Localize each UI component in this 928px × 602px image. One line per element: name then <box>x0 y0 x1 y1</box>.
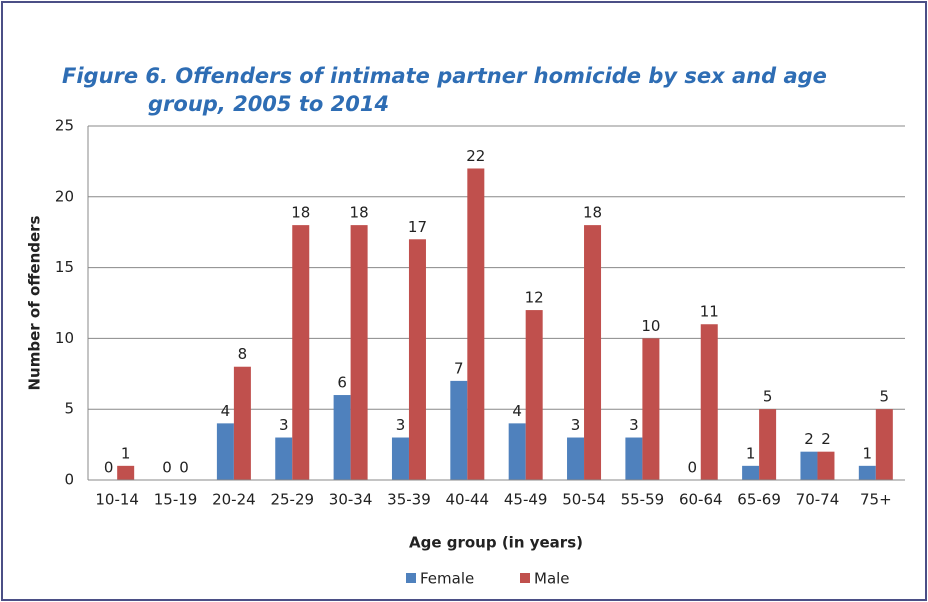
data-label: 3 <box>629 416 639 434</box>
data-label: 4 <box>512 402 522 420</box>
legend-swatch <box>406 573 416 583</box>
data-label: 5 <box>880 388 890 406</box>
y-tick-label: 0 <box>64 471 74 489</box>
bar <box>216 423 234 480</box>
bar <box>350 225 368 480</box>
data-label: 3 <box>396 416 406 434</box>
data-label: 3 <box>571 416 581 434</box>
data-label: 8 <box>238 345 248 363</box>
y-tick-label: 10 <box>55 329 74 347</box>
data-label: 22 <box>466 147 485 165</box>
bar <box>567 437 585 480</box>
data-label: 1 <box>746 444 756 462</box>
bar <box>584 225 602 480</box>
legend-label: Male <box>534 570 570 588</box>
data-label: 18 <box>583 204 602 222</box>
x-tick-label: 10-14 <box>95 491 139 509</box>
x-tick-label: 15-19 <box>154 491 198 509</box>
data-label: 0 <box>162 459 172 477</box>
x-tick-label: 60-64 <box>679 491 723 509</box>
data-label: 0 <box>179 459 189 477</box>
bar <box>508 423 526 480</box>
x-tick-label: 25-29 <box>270 491 314 509</box>
data-label: 10 <box>641 317 660 335</box>
x-axis-title: Age group (in years) <box>409 534 583 552</box>
data-label: 2 <box>821 430 831 448</box>
bar <box>875 409 893 480</box>
data-label: 18 <box>350 204 369 222</box>
bar <box>333 395 351 480</box>
x-tick-label: 50-54 <box>562 491 606 509</box>
data-label: 2 <box>804 430 814 448</box>
x-tick-label: 40-44 <box>446 491 490 509</box>
bar <box>742 465 760 480</box>
data-label: 12 <box>525 289 544 307</box>
data-label: 1 <box>121 444 131 462</box>
data-label: 1 <box>863 444 873 462</box>
data-label: 11 <box>700 303 719 321</box>
bar <box>292 225 310 480</box>
legend-label: Female <box>420 570 474 588</box>
chart-title: Figure 6. Offenders of intimate partner … <box>62 64 827 116</box>
bar <box>700 324 718 480</box>
data-label: 0 <box>687 459 697 477</box>
x-tick-label: 45-49 <box>504 491 548 509</box>
bar <box>525 310 543 480</box>
data-label: 0 <box>104 459 114 477</box>
data-label: 3 <box>279 416 289 434</box>
bar <box>233 366 251 480</box>
y-tick-label: 15 <box>55 258 74 276</box>
x-tick-label: 20-24 <box>212 491 256 509</box>
y-tick-label: 25 <box>55 117 74 135</box>
y-tick-label: 20 <box>55 187 74 205</box>
bar <box>450 380 468 480</box>
bar <box>642 338 660 480</box>
bar <box>800 451 818 480</box>
x-tick-label: 65-69 <box>737 491 781 509</box>
y-axis-title: Number of offenders <box>26 215 44 390</box>
bar <box>858 465 876 480</box>
x-tick-label: 75+ <box>860 491 892 509</box>
bar <box>391 437 409 480</box>
bar <box>275 437 293 480</box>
data-label: 6 <box>337 374 347 392</box>
bar <box>759 409 777 480</box>
x-tick-label: 70-74 <box>796 491 840 509</box>
x-tick-label: 35-39 <box>387 491 431 509</box>
y-tick-label: 5 <box>64 400 74 418</box>
bar <box>408 239 426 480</box>
bar <box>625 437 643 480</box>
data-label: 4 <box>221 402 231 420</box>
bar <box>117 465 135 480</box>
bar <box>817 451 835 480</box>
data-label: 7 <box>454 359 464 377</box>
data-label: 17 <box>408 218 427 236</box>
data-label: 5 <box>763 388 773 406</box>
x-tick-label: 30-34 <box>329 491 373 509</box>
data-label: 18 <box>291 204 310 222</box>
bar <box>467 168 485 481</box>
x-tick-label: 55-59 <box>621 491 665 509</box>
legend-swatch <box>520 573 530 583</box>
